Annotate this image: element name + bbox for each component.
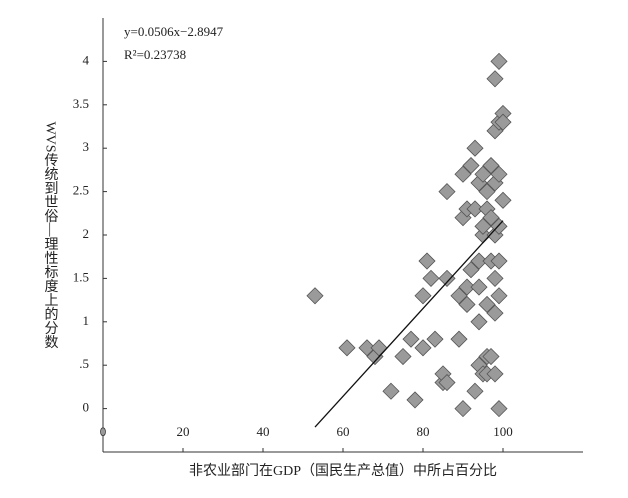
point	[490, 287, 508, 305]
point	[450, 330, 468, 348]
y-axis-label: WVS传统到世俗—理性标度上的分数	[43, 121, 59, 348]
x-tick-label: 80	[417, 424, 430, 439]
y-tick-label: 2.5	[73, 183, 89, 198]
point	[482, 209, 500, 227]
point	[418, 252, 436, 270]
point	[482, 156, 500, 175]
x-tick-label: 100	[493, 424, 513, 439]
point	[466, 200, 484, 218]
point	[474, 217, 492, 235]
point	[382, 382, 400, 400]
x-tick-label: 0	[100, 424, 107, 439]
x-tick-label: 40	[257, 424, 270, 439]
point	[462, 156, 480, 175]
point	[486, 304, 504, 322]
y-tick-label: 4	[83, 52, 90, 67]
point	[438, 183, 456, 201]
point	[478, 183, 496, 201]
point	[306, 287, 324, 305]
point	[422, 269, 440, 287]
point	[458, 295, 476, 314]
point	[490, 52, 508, 70]
point	[490, 165, 508, 183]
y-tick-label: 1.5	[73, 269, 89, 284]
point	[438, 373, 456, 392]
point	[482, 347, 500, 366]
point	[338, 339, 356, 357]
y-tick-label: 2	[83, 226, 90, 241]
x-axis-label: 非农业部门在GDP（国民生产总值）中所占百分比	[189, 463, 497, 479]
point	[406, 391, 424, 409]
point	[466, 382, 484, 400]
point	[486, 269, 504, 287]
point	[494, 113, 512, 131]
point	[358, 339, 376, 357]
point	[394, 347, 412, 366]
y-tick-label: 0	[83, 400, 90, 415]
y-tick-label: 3.5	[73, 96, 89, 111]
point	[486, 365, 504, 383]
point	[458, 278, 476, 296]
y-tick-label: 1	[83, 313, 90, 328]
trendline	[314, 220, 504, 428]
point	[494, 191, 512, 209]
point	[454, 400, 472, 418]
x-tick-label: 20	[177, 424, 190, 439]
point	[454, 165, 472, 183]
point	[470, 313, 488, 331]
point	[414, 287, 432, 305]
point	[486, 70, 504, 88]
point	[426, 330, 444, 348]
point	[490, 400, 508, 418]
point	[414, 339, 432, 357]
point	[478, 295, 496, 314]
point	[450, 287, 468, 305]
point	[462, 261, 480, 279]
equation: y=0.0506x−2.8947	[124, 24, 224, 39]
point	[402, 330, 420, 348]
y-tick-label: .5	[79, 356, 89, 371]
x-tick-label: 60	[337, 424, 350, 439]
r-squared: R²=0.23738	[124, 47, 186, 62]
point	[438, 269, 456, 287]
point	[474, 165, 492, 183]
point	[470, 252, 488, 270]
point	[466, 139, 484, 157]
y-tick-label: 3	[83, 139, 90, 154]
point	[470, 278, 488, 296]
point	[490, 252, 508, 270]
